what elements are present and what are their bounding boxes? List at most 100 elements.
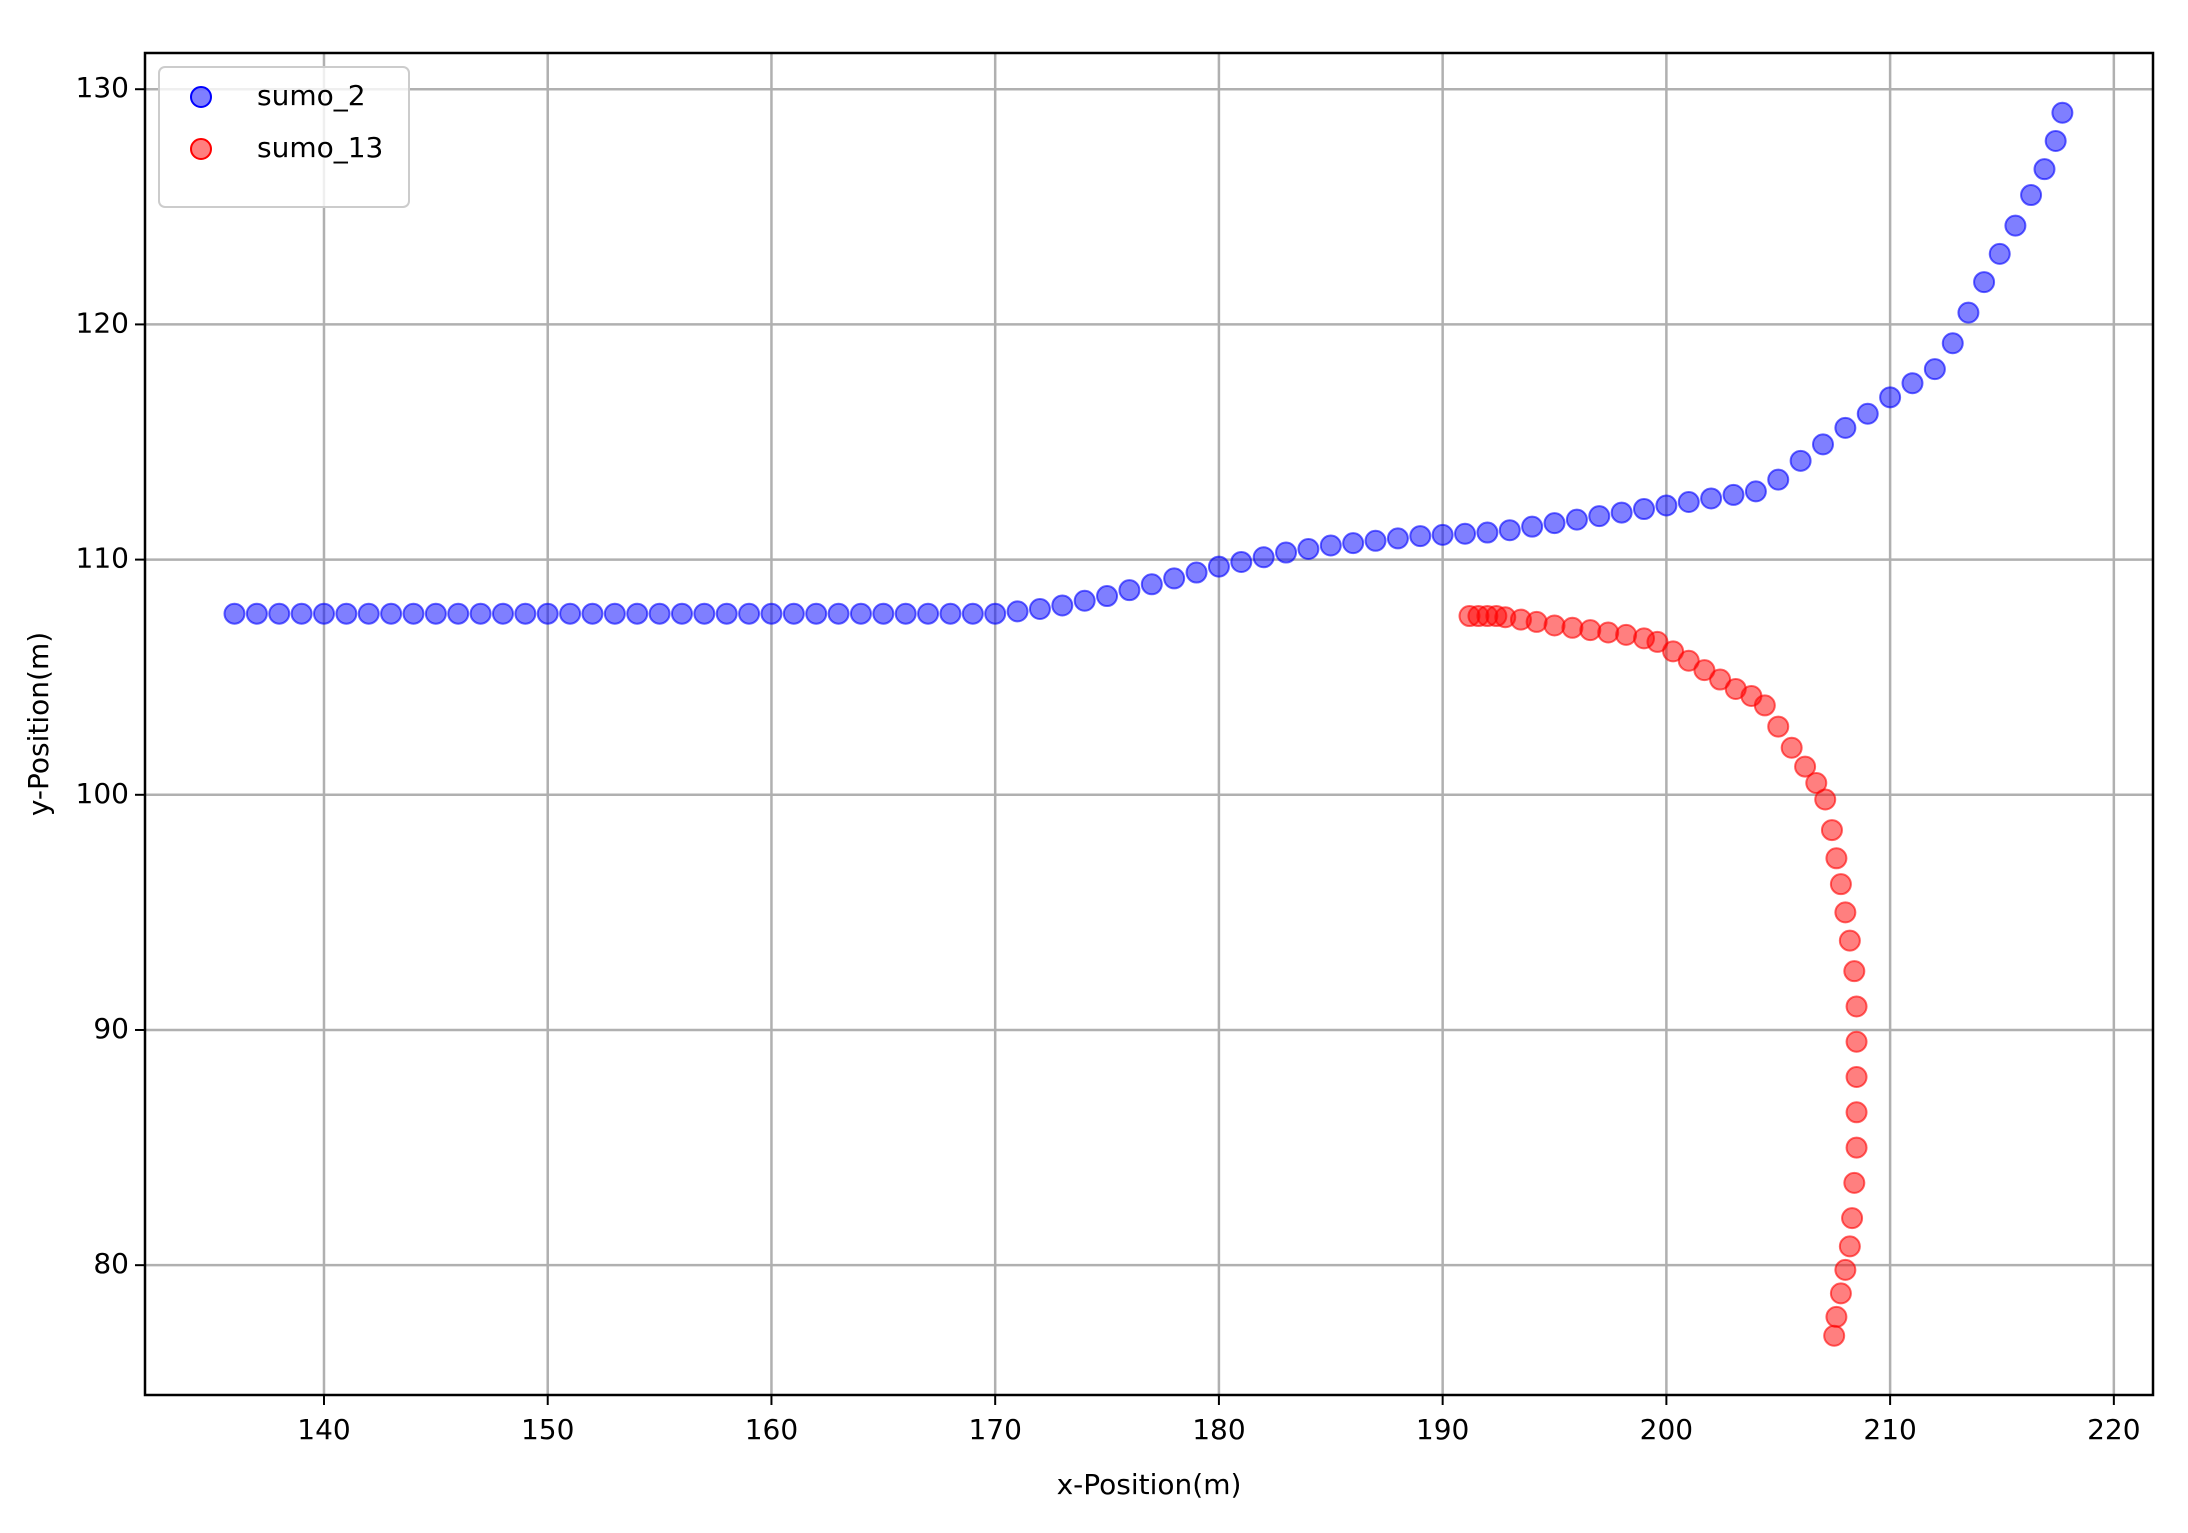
legend-label: sumo_2 bbox=[257, 79, 366, 112]
point bbox=[1767, 468, 1790, 491]
point bbox=[1923, 358, 1946, 381]
point bbox=[1051, 594, 1074, 617]
point bbox=[1610, 501, 1633, 524]
point bbox=[1297, 538, 1320, 561]
point bbox=[1185, 561, 1208, 584]
point bbox=[894, 602, 917, 625]
point bbox=[1845, 995, 1868, 1018]
point bbox=[581, 602, 604, 625]
point bbox=[1543, 614, 1566, 637]
point bbox=[1829, 873, 1852, 896]
point bbox=[1655, 494, 1678, 517]
point bbox=[1829, 1282, 1852, 1305]
point bbox=[1364, 529, 1387, 552]
point bbox=[670, 602, 693, 625]
point bbox=[648, 602, 671, 625]
point bbox=[1700, 487, 1723, 510]
x-tick-label: 190 bbox=[1416, 1413, 1469, 1446]
point bbox=[1973, 271, 1996, 294]
point bbox=[380, 602, 403, 625]
y-tick-label: 80 bbox=[93, 1247, 129, 1280]
point bbox=[1805, 772, 1828, 795]
point bbox=[1615, 623, 1638, 646]
point bbox=[2020, 184, 2043, 207]
point bbox=[849, 602, 872, 625]
point bbox=[1794, 755, 1817, 778]
point bbox=[491, 602, 514, 625]
point bbox=[1163, 567, 1186, 590]
point bbox=[603, 602, 626, 625]
x-tick-label: 210 bbox=[1863, 1413, 1916, 1446]
x-axis-label: x-Position(m) bbox=[1057, 1468, 1242, 1501]
point bbox=[1843, 960, 1866, 983]
point bbox=[1565, 508, 1588, 531]
point bbox=[1409, 525, 1432, 548]
y-axis-label: y-Position(m) bbox=[22, 632, 55, 816]
point bbox=[805, 602, 828, 625]
point bbox=[2033, 158, 2056, 181]
point bbox=[559, 602, 582, 625]
point bbox=[1856, 402, 1879, 425]
x-tick-label: 180 bbox=[1192, 1413, 1245, 1446]
point bbox=[1118, 579, 1141, 602]
point bbox=[1431, 523, 1454, 546]
y-tick-label: 120 bbox=[76, 306, 129, 339]
point bbox=[1845, 1101, 1868, 1124]
x-tick-label: 160 bbox=[745, 1413, 798, 1446]
point bbox=[1597, 621, 1620, 644]
point bbox=[1838, 929, 1861, 952]
point bbox=[1028, 597, 1051, 620]
point bbox=[1543, 512, 1566, 535]
point bbox=[1073, 589, 1096, 612]
y-tick-label: 130 bbox=[76, 71, 129, 104]
point bbox=[424, 602, 447, 625]
point bbox=[1006, 600, 1029, 623]
point bbox=[1843, 1171, 1866, 1194]
point bbox=[1845, 1030, 1868, 1053]
point bbox=[1252, 546, 1275, 569]
point bbox=[290, 602, 313, 625]
point bbox=[1140, 573, 1163, 596]
point bbox=[872, 602, 895, 625]
point bbox=[760, 602, 783, 625]
point bbox=[1677, 490, 1700, 513]
point bbox=[469, 602, 492, 625]
point bbox=[1207, 555, 1230, 578]
point bbox=[1722, 483, 1745, 506]
point bbox=[1814, 788, 1837, 811]
point bbox=[2044, 129, 2067, 152]
point bbox=[1820, 819, 1843, 842]
point bbox=[1230, 550, 1253, 573]
point bbox=[1780, 736, 1803, 759]
point bbox=[1845, 1066, 1868, 1089]
point bbox=[1838, 1235, 1861, 1258]
point bbox=[827, 602, 850, 625]
point bbox=[782, 602, 805, 625]
point bbox=[1476, 521, 1499, 544]
y-tick-label: 90 bbox=[93, 1012, 129, 1045]
point bbox=[1753, 694, 1776, 717]
point bbox=[1825, 1305, 1848, 1328]
point bbox=[693, 602, 716, 625]
point bbox=[1498, 519, 1521, 542]
point bbox=[1811, 433, 1834, 456]
point bbox=[1941, 332, 1964, 355]
point bbox=[1096, 585, 1119, 608]
point bbox=[1901, 372, 1924, 395]
x-tick-label: 150 bbox=[521, 1413, 574, 1446]
x-tick-label: 170 bbox=[968, 1413, 1021, 1446]
point bbox=[1454, 522, 1477, 545]
point bbox=[335, 602, 358, 625]
x-tick-label: 200 bbox=[1640, 1413, 1693, 1446]
point bbox=[715, 602, 738, 625]
point bbox=[626, 602, 649, 625]
point bbox=[1767, 715, 1790, 738]
legend-marker bbox=[190, 138, 212, 160]
point bbox=[1521, 515, 1544, 538]
point bbox=[1588, 505, 1611, 528]
point bbox=[1633, 498, 1656, 521]
point bbox=[1841, 1207, 1864, 1230]
legend-box bbox=[158, 66, 410, 208]
point bbox=[223, 602, 246, 625]
